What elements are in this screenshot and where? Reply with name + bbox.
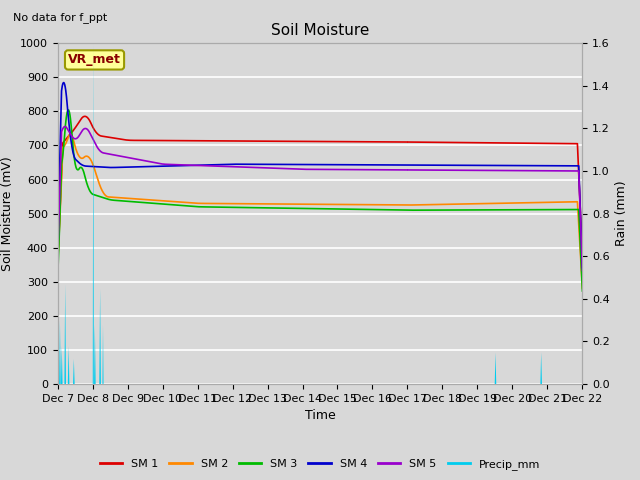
- Text: VR_met: VR_met: [68, 53, 121, 66]
- Y-axis label: Soil Moisture (mV): Soil Moisture (mV): [1, 156, 14, 271]
- Title: Soil Moisture: Soil Moisture: [271, 23, 369, 38]
- Text: No data for f_ppt: No data for f_ppt: [13, 12, 107, 23]
- Legend: SM 1, SM 2, SM 3, SM 4, SM 5, Precip_mm: SM 1, SM 2, SM 3, SM 4, SM 5, Precip_mm: [95, 455, 545, 474]
- X-axis label: Time: Time: [305, 409, 335, 422]
- Y-axis label: Rain (mm): Rain (mm): [616, 181, 628, 246]
